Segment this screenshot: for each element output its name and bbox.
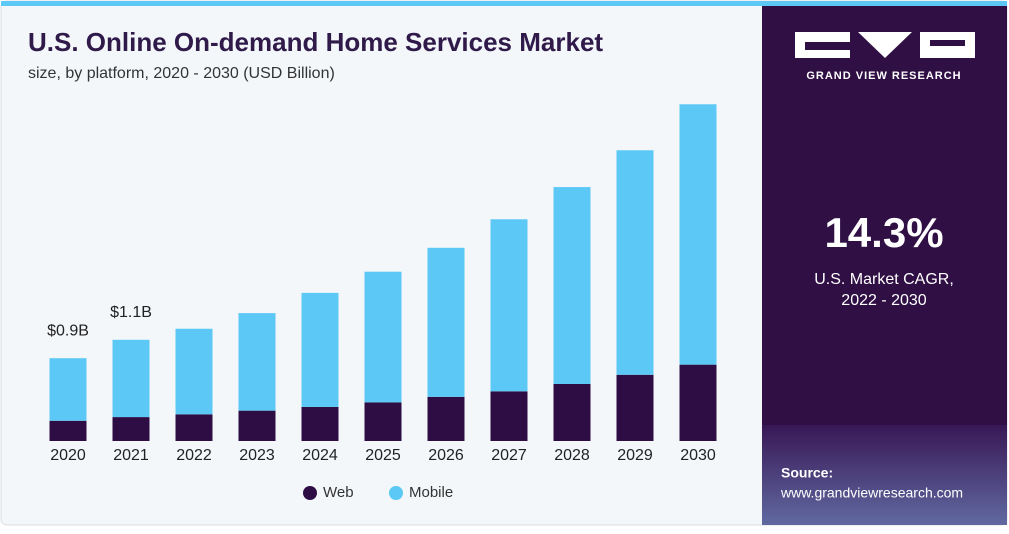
legend-marker bbox=[389, 486, 403, 500]
cagr-label: U.S. Market CAGR, bbox=[814, 271, 954, 288]
bar-segment bbox=[175, 328, 213, 415]
data-label: $0.9B bbox=[47, 322, 89, 339]
bar-segment bbox=[238, 313, 276, 411]
chart-title: U.S. Online On-demand Home Services Mark… bbox=[28, 27, 603, 57]
bar-segment bbox=[364, 271, 402, 403]
x-tick-label: 2025 bbox=[365, 447, 401, 464]
sidebar-floor bbox=[762, 425, 1007, 525]
x-tick-label: 2028 bbox=[554, 447, 590, 464]
source-url: www.grandviewresearch.com bbox=[780, 485, 963, 501]
source-title: Source: bbox=[781, 465, 833, 481]
bar-segment bbox=[301, 292, 339, 407]
bar-segment bbox=[553, 383, 591, 441]
bar-segment bbox=[553, 187, 591, 384]
x-tick-label: 2030 bbox=[680, 447, 716, 464]
bar-segment bbox=[679, 104, 717, 365]
x-tick-label: 2027 bbox=[491, 447, 527, 464]
x-tick-label: 2029 bbox=[617, 447, 653, 464]
chart-subtitle: size, by platform, 2020 - 2030 (USD Bill… bbox=[28, 65, 335, 82]
x-tick-label: 2024 bbox=[302, 447, 338, 464]
bar-segment bbox=[238, 410, 276, 441]
logo bbox=[795, 32, 975, 58]
bar-segment bbox=[616, 150, 654, 375]
x-tick-label: 2020 bbox=[50, 447, 86, 464]
x-tick-label: 2022 bbox=[176, 447, 212, 464]
bar-segment bbox=[175, 414, 213, 441]
x-tick-label: 2023 bbox=[239, 447, 275, 464]
bar-segment bbox=[490, 219, 528, 392]
data-label: $1.1B bbox=[110, 304, 152, 321]
bar-segment bbox=[616, 374, 654, 441]
legend-label: Web bbox=[323, 484, 354, 501]
bar-segment bbox=[112, 339, 150, 418]
bar-segment bbox=[49, 420, 87, 441]
bar-segment bbox=[490, 391, 528, 441]
bar-segment bbox=[112, 417, 150, 441]
brand: GRAND VIEW RESEARCH bbox=[806, 70, 961, 82]
x-tick-label: 2021 bbox=[113, 447, 149, 464]
bar-segment bbox=[301, 406, 339, 441]
legend-label: Mobile bbox=[409, 484, 453, 501]
bar-segment bbox=[679, 364, 717, 441]
bar-segment bbox=[49, 358, 87, 421]
x-tick-label: 2026 bbox=[428, 447, 464, 464]
bar-segment bbox=[427, 247, 465, 397]
top-stripe bbox=[1, 1, 1007, 6]
legend-marker bbox=[303, 486, 317, 500]
bar-segment bbox=[364, 402, 402, 441]
cagr-label: 2022 - 2030 bbox=[841, 292, 927, 309]
bar-segment bbox=[427, 396, 465, 441]
cagr-value: 14.3% bbox=[824, 209, 943, 256]
